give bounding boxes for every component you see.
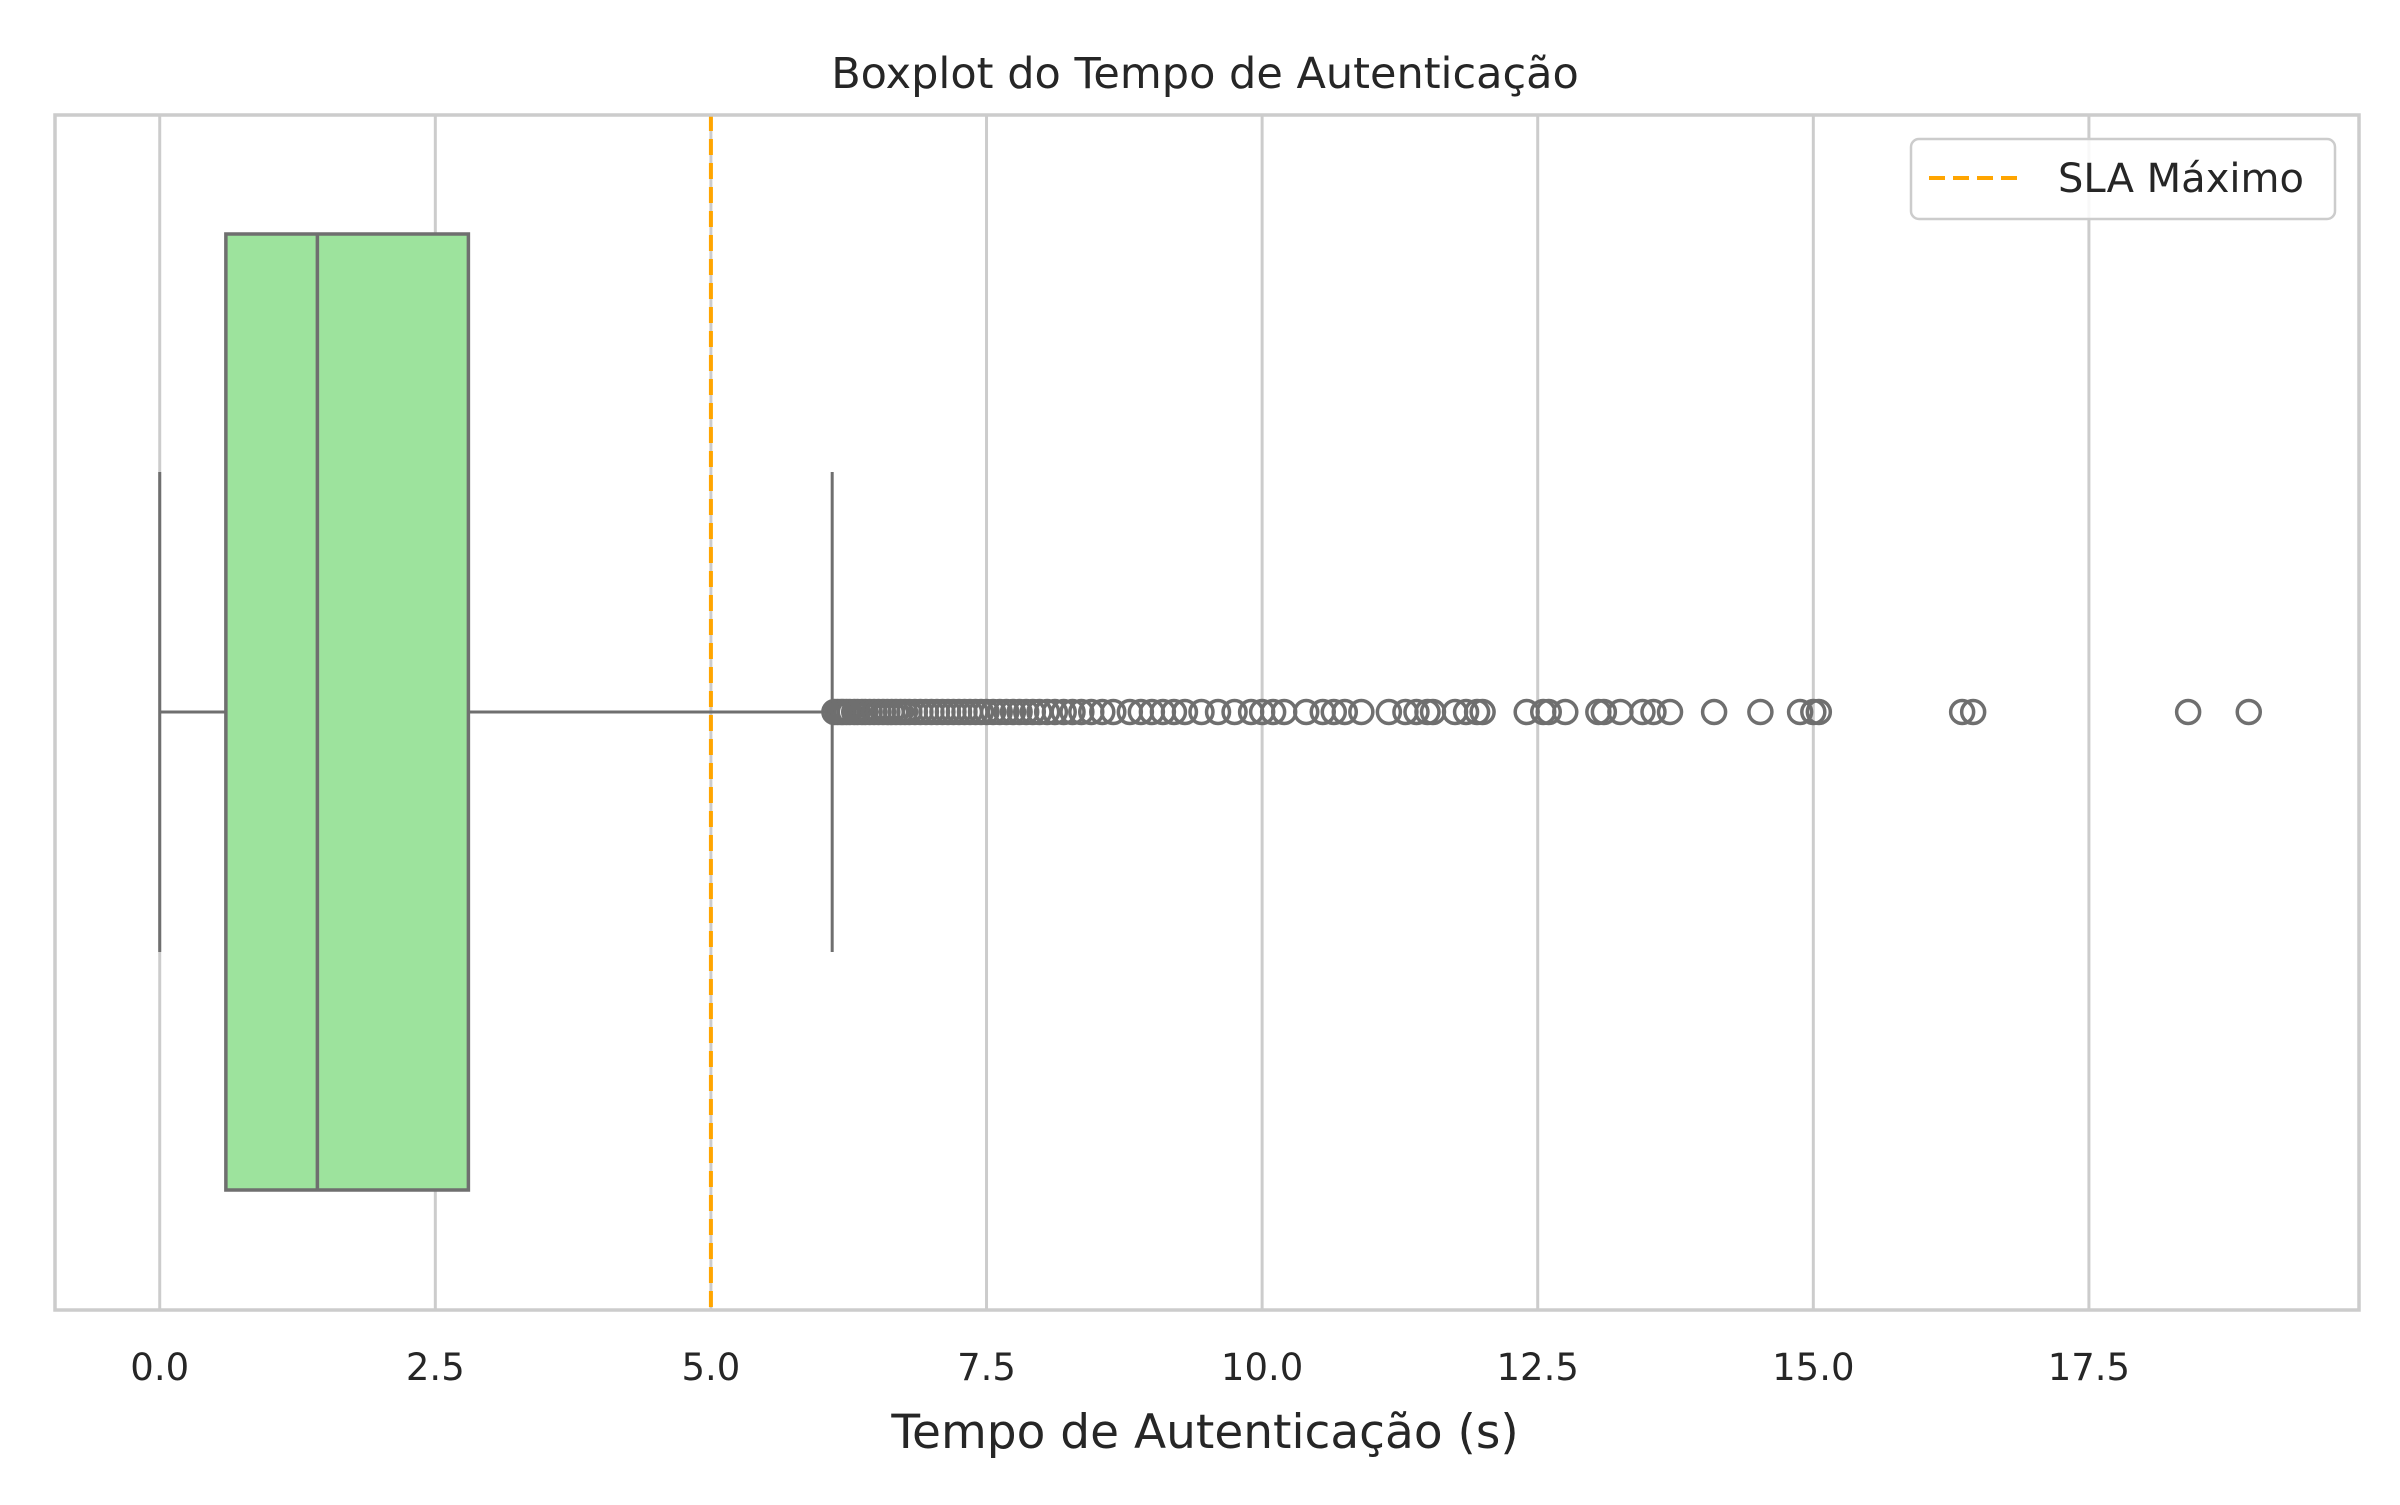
outlier-point [1786,698,1814,726]
outlier-point [1160,698,1188,726]
outlier-point [1041,698,1069,726]
outlier-point [1607,698,1634,726]
outlier-point [1959,698,1987,726]
outlier-point [1320,698,1348,726]
outlier-point [2235,698,2263,726]
outlier-point [1552,698,1579,726]
box-iqr [224,232,471,1192]
outlier-point [1221,698,1248,726]
outlier-point [1012,698,1040,726]
outlier-point [1948,698,1976,726]
outlier-point [1805,698,1833,726]
x-axis-label: Tempo de Autenticação (s) [890,1405,1518,1460]
x-tick-label: 12.5 [1497,1346,1579,1389]
outlier-point [1100,698,1127,726]
outlier-point [1089,698,1116,726]
legend-label-sla: SLA Máximo [2058,156,2304,202]
x-tick-label: 0.0 [130,1346,189,1389]
outlier-point [999,698,1027,726]
outlier-point [1033,698,1061,726]
x-tick-label: 7.5 [957,1346,1016,1389]
outlier-point [993,698,1020,726]
outlier-point [1348,698,1375,726]
outlier-point [1535,698,1562,726]
chart-title: Boxplot do Tempo de Autenticação [831,49,1579,99]
x-tick-label: 5.0 [682,1346,741,1389]
outlier-point [1050,698,1077,726]
outlier-point [1331,698,1359,726]
outlier-point [1204,698,1232,726]
x-tick-label: 15.0 [1772,1346,1854,1389]
outlier-point [1403,698,1430,726]
outlier-point [1259,698,1287,726]
outlier-point [986,698,1014,726]
plot-frame [53,113,2361,1312]
outlier-point [1469,698,1496,726]
outlier-point [1188,698,1215,726]
legend: SLA Máximo [1909,137,2337,221]
outlier-point [1590,698,1618,726]
outlier-point [1640,698,1667,726]
outlier-point [1700,698,1728,726]
outlier-point [1375,698,1403,726]
x-axis-ticks: 0.0 2.5 5.0 7.5 10.0 12.5 15.0 17.5 [130,1346,2130,1389]
outlier-point [1006,698,1033,726]
legend-box [1909,137,2337,221]
outlier-point [1059,698,1086,726]
outlier-point [2174,698,2202,726]
outlier-point [1656,698,1684,726]
outlier-point [979,698,1007,726]
outlier-point [1452,698,1480,726]
outlier-point [1068,698,1095,726]
outlier-point [1292,698,1320,726]
outlier-point [1629,698,1656,726]
outlier-point [1171,698,1199,726]
outlier-point [1747,698,1774,726]
x-tick-label: 2.5 [406,1346,465,1389]
x-tick-label: 17.5 [2048,1346,2130,1389]
plot-area [158,115,2263,1310]
x-tick-label: 10.0 [1221,1346,1303,1389]
outlier-point [973,698,1000,726]
